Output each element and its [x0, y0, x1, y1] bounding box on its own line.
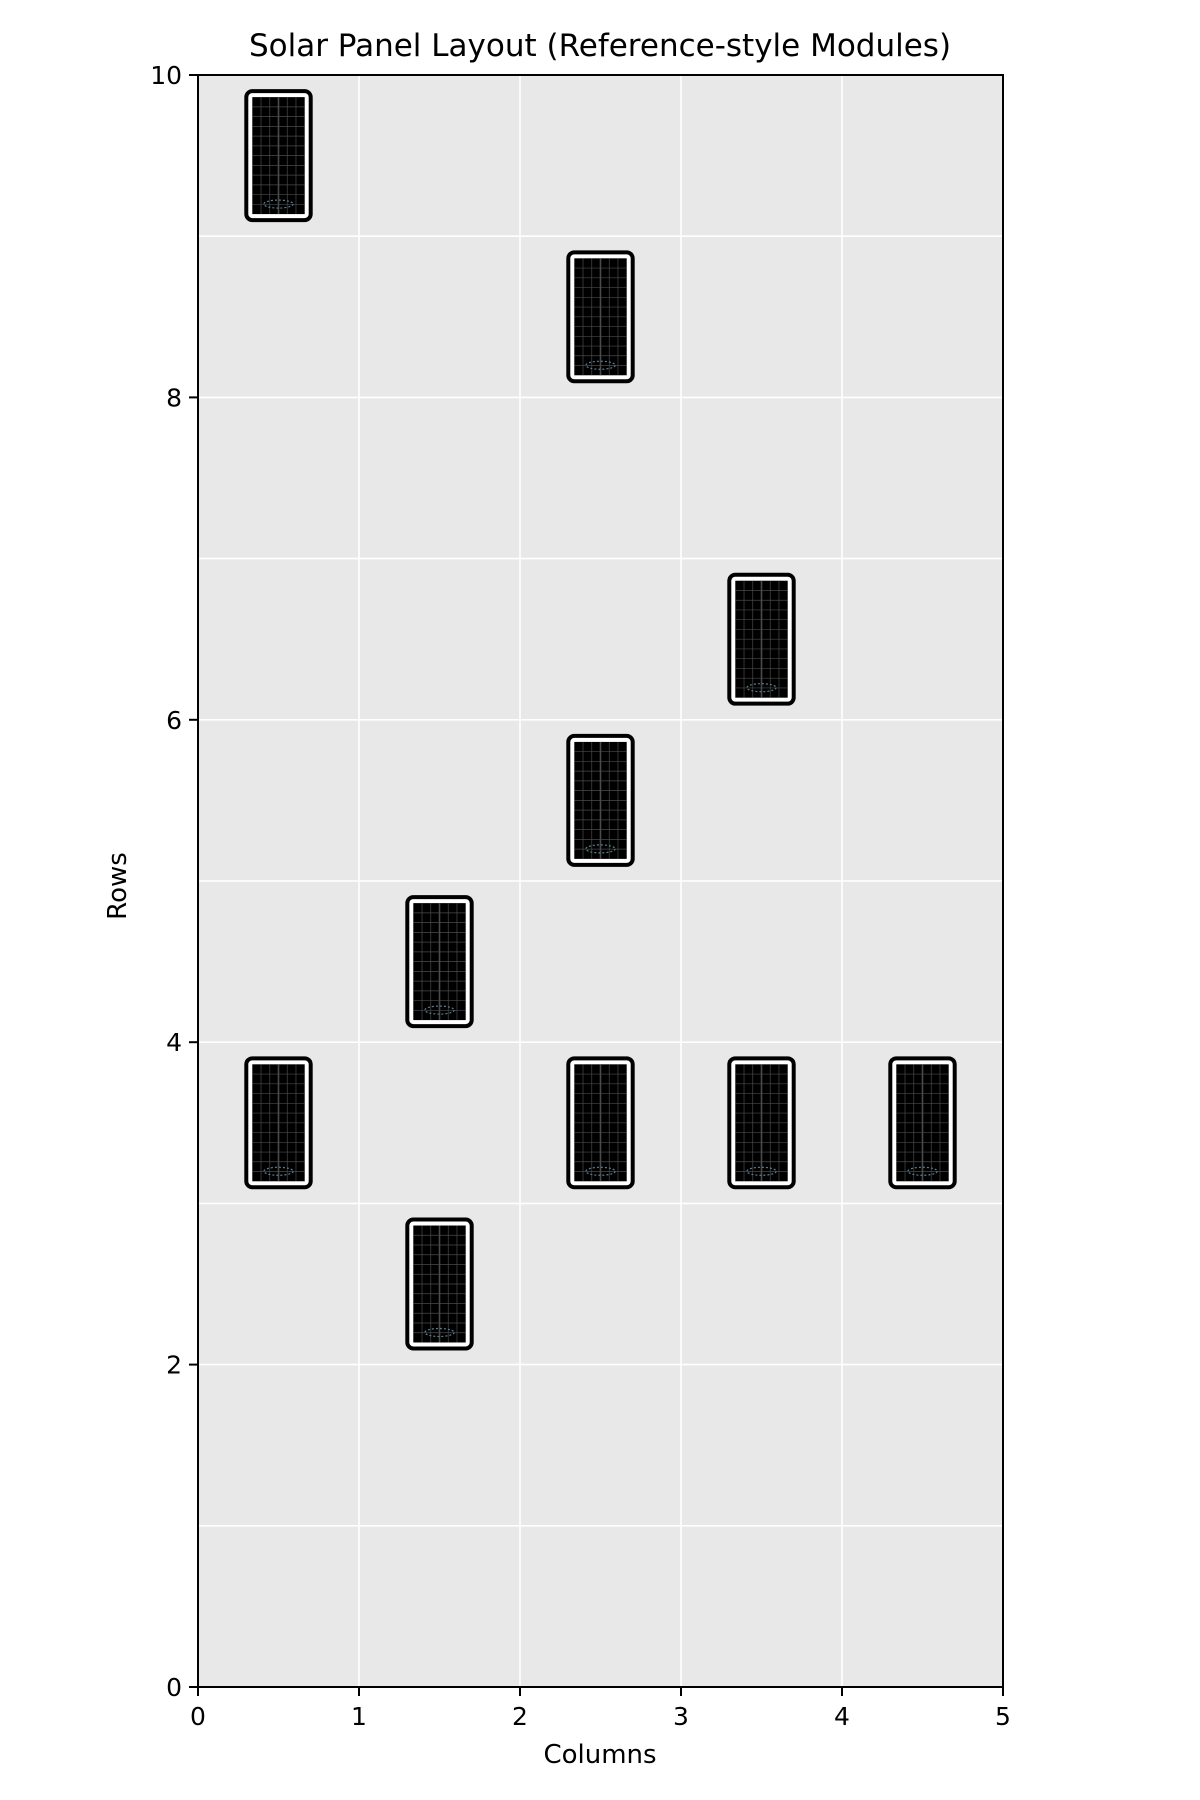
- solar-module-9: [888, 1056, 957, 1190]
- solar-module-6: [244, 1056, 313, 1190]
- solar-module-2: [566, 250, 635, 384]
- plot-area: 0 1 2 3 4 5 0 2 4 6 8 10: [150, 61, 1011, 1731]
- solar-module-1: [244, 89, 313, 223]
- y-tick-label: 10: [150, 61, 182, 90]
- module-junction-accent: [585, 1166, 616, 1176]
- x-tick-label: 5: [995, 1702, 1011, 1731]
- y-tick-label: 2: [166, 1351, 182, 1380]
- module-junction-accent: [424, 1327, 455, 1338]
- solar-module-3: [727, 572, 796, 706]
- y-axis-label: Rows: [103, 852, 133, 920]
- x-axis-label: Columns: [543, 1740, 656, 1770]
- solar-module-7: [566, 1056, 635, 1190]
- x-tick-label: 3: [673, 1702, 689, 1731]
- y-tick-label: 0: [166, 1673, 182, 1702]
- module-junction-accent: [263, 1166, 294, 1176]
- chart-title: Solar Panel Layout (Reference-style Modu…: [249, 28, 951, 64]
- module-junction-accent: [907, 1166, 938, 1176]
- y-tick-label: 8: [166, 383, 182, 412]
- module-junction-accent: [746, 1166, 777, 1176]
- module-junction-accent: [424, 1005, 455, 1015]
- y-tick-label: 4: [166, 1028, 182, 1057]
- solar-module-4: [566, 733, 635, 867]
- x-tick-label: 0: [190, 1702, 206, 1731]
- x-tick-label: 4: [834, 1702, 850, 1731]
- module-junction-accent: [746, 683, 777, 693]
- x-tick-label: 1: [351, 1702, 367, 1731]
- x-tick-label: 2: [512, 1702, 528, 1731]
- module-junction-accent: [263, 199, 294, 209]
- solar-module-5: [405, 895, 474, 1029]
- solar-module-10: [405, 1217, 474, 1351]
- module-junction-accent: [585, 844, 616, 854]
- y-tick-label: 6: [166, 706, 182, 735]
- axes-frame: [197, 74, 1004, 1688]
- solar-module-8: [727, 1056, 796, 1190]
- module-junction-accent: [585, 360, 616, 370]
